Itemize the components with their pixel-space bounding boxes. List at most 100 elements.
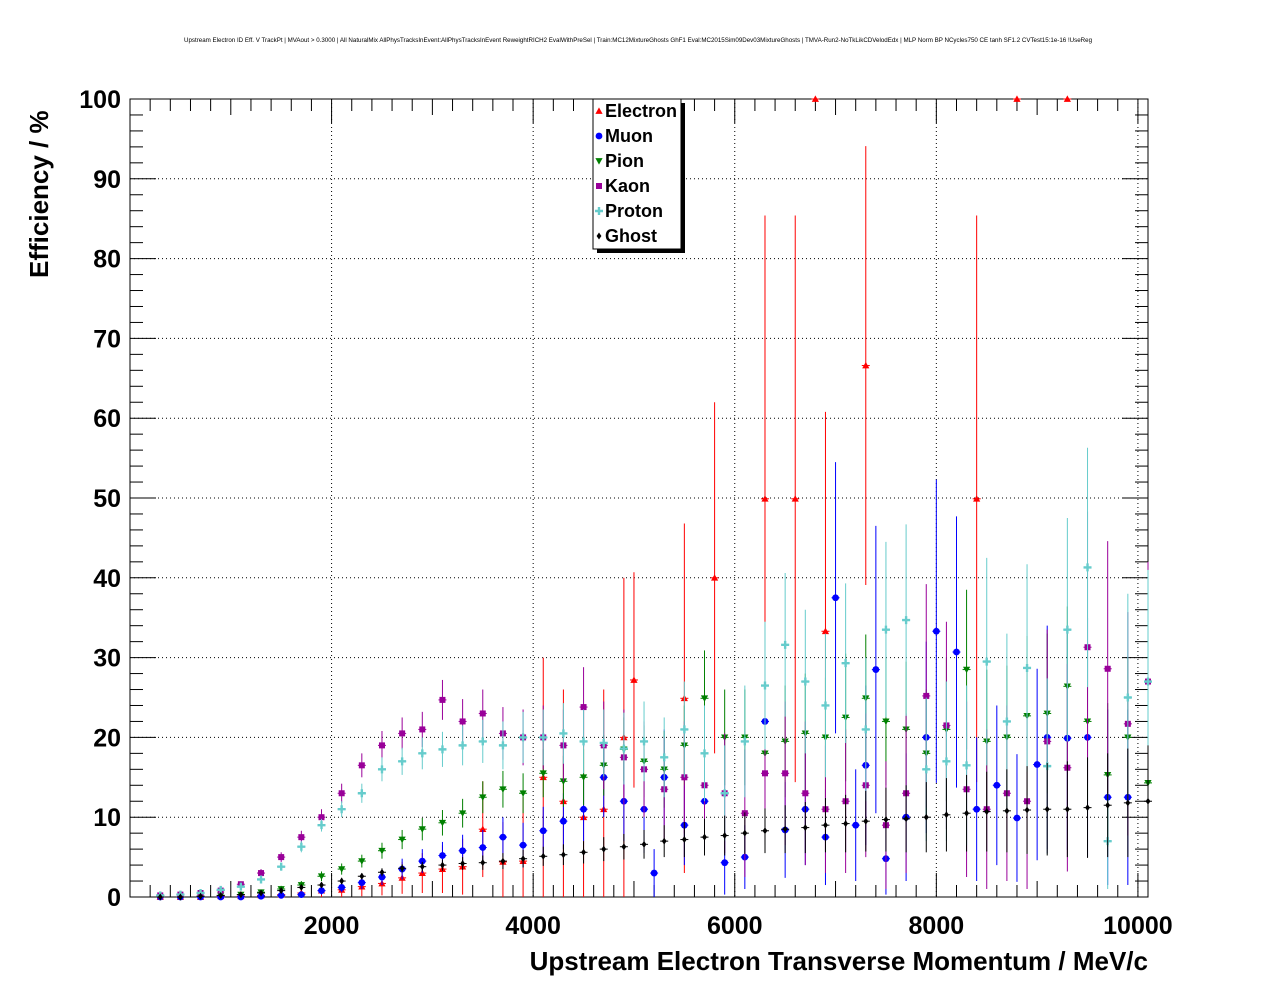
ghost-marker: [319, 881, 324, 889]
proton-point: [317, 818, 326, 832]
kaon-marker: [278, 854, 285, 861]
kaon-marker: [258, 870, 265, 877]
proton-marker: [841, 659, 850, 668]
proton-marker: [861, 725, 870, 734]
pion-marker: [398, 836, 406, 844]
ghost-point: [458, 857, 467, 870]
electron-marker: [1063, 95, 1071, 102]
legend-marker-proton: [595, 207, 603, 215]
y-tick-label: 50: [93, 485, 121, 513]
ghost-marker: [964, 809, 969, 817]
ghost-marker: [903, 815, 909, 823]
proton-point: [781, 573, 790, 717]
muon-marker: [650, 869, 658, 877]
ghost-marker: [177, 893, 183, 901]
ghost-marker: [863, 817, 869, 825]
kaon-point: [337, 783, 346, 803]
ghost-marker: [399, 864, 405, 872]
proton-marker: [478, 737, 487, 746]
electron-point: [1063, 95, 1072, 102]
legend: Electron Muon Pion Kaon Proton Ghost: [592, 98, 685, 253]
x-tick-label: 8000: [909, 912, 965, 940]
proton-marker: [1123, 693, 1132, 702]
proton-marker: [922, 765, 931, 774]
muon-marker: [338, 884, 346, 891]
ghost-point: [377, 868, 386, 877]
y-tick-label: 60: [93, 405, 121, 433]
ghost-point: [478, 855, 487, 870]
ghost-point: [196, 892, 205, 900]
electron-marker: [791, 495, 799, 502]
proton-marker: [982, 657, 991, 666]
pion-marker: [358, 858, 366, 865]
muon-marker: [721, 859, 729, 867]
proton-marker: [619, 744, 628, 753]
ghost-marker: [843, 820, 849, 828]
proton-marker: [317, 821, 326, 830]
pion-marker: [378, 847, 386, 855]
kaon-marker: [399, 730, 406, 737]
proton-point: [619, 712, 628, 785]
pion-marker: [579, 774, 588, 781]
ghost-point: [962, 774, 971, 852]
muon-point: [992, 705, 1001, 866]
proton-marker: [579, 737, 588, 746]
pion-marker: [499, 786, 507, 793]
proton-marker: [257, 875, 266, 884]
proton-point: [740, 685, 749, 798]
muon-marker: [499, 833, 507, 841]
pion-point: [357, 854, 366, 868]
muon-marker: [832, 594, 839, 602]
pion-point: [398, 829, 407, 850]
proton-marker: [498, 741, 507, 750]
pion-point: [458, 798, 467, 828]
ghost-point: [398, 864, 407, 873]
proton-marker: [539, 733, 548, 742]
kaon-point: [357, 753, 366, 778]
proton-point: [498, 721, 507, 770]
proton-point: [398, 747, 407, 775]
muon-marker: [277, 892, 285, 899]
ghost-point: [740, 812, 749, 854]
legend-entry-proton: Proton: [595, 201, 663, 221]
proton-point: [277, 862, 286, 871]
pion-marker: [962, 666, 971, 674]
y-axis-title: Efficiency / %: [24, 110, 54, 278]
proton-marker: [559, 729, 568, 738]
y-tick-label: 100: [79, 86, 121, 114]
ghost-marker: [581, 848, 586, 856]
proton-marker: [297, 842, 306, 851]
series-ghost: [156, 745, 1152, 901]
proton-marker: [821, 701, 830, 710]
legend-marker-pion: [595, 158, 603, 165]
ghost-marker: [823, 821, 828, 829]
ghost-point: [1103, 753, 1112, 858]
ghost-point: [216, 891, 225, 899]
proton-point: [861, 657, 870, 802]
proton-marker: [781, 640, 790, 649]
ghost-marker: [359, 872, 365, 880]
pion-marker: [438, 819, 447, 827]
ghost-point: [579, 841, 588, 864]
muon-marker: [297, 891, 305, 899]
proton-point: [1063, 517, 1072, 742]
proton-marker: [660, 753, 669, 762]
ghost-point: [498, 853, 507, 870]
electron-marker: [479, 825, 487, 833]
proton-point: [599, 709, 608, 777]
x-tick-label: 6000: [707, 912, 763, 940]
ghost-marker: [419, 863, 425, 871]
muon-point: [498, 817, 507, 858]
proton-marker: [458, 741, 467, 750]
proton-point: [418, 737, 427, 770]
ghost-marker: [520, 855, 526, 863]
ghost-marker: [702, 833, 707, 841]
proton-marker: [277, 862, 286, 871]
y-tick-label: 0: [107, 884, 121, 912]
electron-marker: [761, 495, 769, 502]
proton-point: [297, 841, 306, 853]
proton-point: [216, 885, 225, 894]
proton-point: [760, 621, 769, 750]
proton-marker: [236, 882, 245, 891]
pion-point: [337, 863, 346, 875]
